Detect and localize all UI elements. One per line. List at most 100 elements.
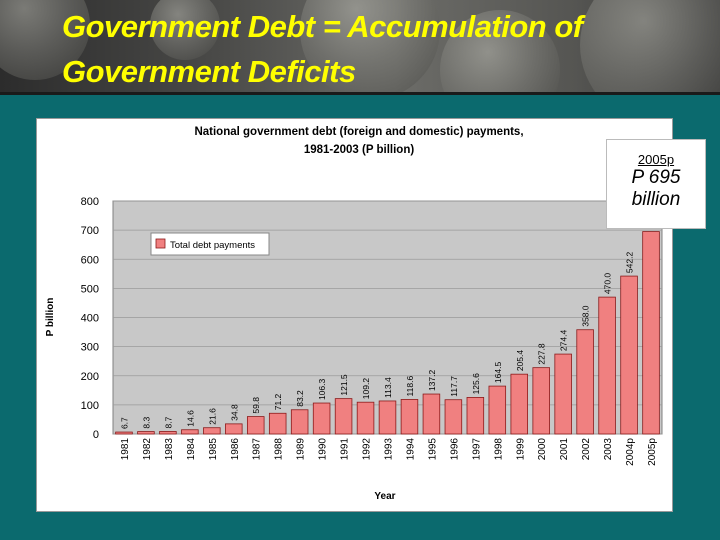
bar	[510, 373, 529, 435]
y-tick-label: 400	[81, 313, 99, 325]
bar	[620, 275, 638, 435]
slide-title-line1: Government Debt = Accumulation of	[62, 9, 583, 44]
bar	[334, 398, 353, 435]
bar	[181, 429, 199, 435]
data-label: 117.7	[449, 376, 459, 397]
bar	[159, 431, 177, 435]
data-label: 14.6	[185, 410, 195, 427]
data-label: 470.0	[603, 273, 613, 295]
data-label: 113.4	[383, 377, 393, 398]
bar	[488, 385, 507, 435]
banner-divider	[0, 92, 720, 95]
x-tick-label: 2002	[581, 438, 592, 461]
callout-year: 2005p	[637, 152, 675, 167]
bar	[268, 412, 287, 435]
data-label: 164.5	[493, 362, 503, 384]
chart-title-line2: 1981-2003 (P billion)	[304, 144, 415, 156]
y-tick-label: 700	[81, 225, 99, 237]
title-banner: Government Debt = Accumulation of Govern…	[0, 0, 720, 92]
x-tick-label: 2001	[559, 438, 570, 461]
legend-swatch	[155, 238, 166, 249]
x-tick-label: 1996	[449, 438, 460, 461]
x-tick-label: 1987	[252, 438, 263, 461]
bar	[246, 416, 265, 435]
slide-title: Government Debt = Accumulation of Govern…	[62, 4, 583, 92]
x-tick-label: 1992	[362, 438, 373, 461]
y-tick-label: 600	[81, 254, 99, 266]
data-label: 59.8	[251, 397, 261, 414]
bar	[115, 431, 133, 435]
callout-amount-line1: P 695	[631, 167, 681, 188]
y-tick-label: 500	[81, 283, 99, 295]
bar	[444, 399, 463, 435]
data-label: 227.8	[537, 343, 547, 365]
x-tick-label: 1988	[274, 438, 285, 461]
x-tick-label: 1986	[230, 438, 241, 461]
x-tick-label: 2003	[603, 438, 614, 461]
x-tick-label: 1997	[471, 438, 482, 461]
bar	[312, 402, 331, 435]
x-axis-label: Year	[374, 491, 395, 502]
bar	[137, 431, 155, 435]
chart-panel: National government debt (foreign and do…	[36, 118, 673, 512]
bar	[554, 353, 572, 435]
bar	[203, 427, 221, 435]
plot-area: 0 100 200 300 400 500 600 700 800 6.7 1981 8.3 1982 8…	[81, 196, 663, 466]
chart-title-line1: National government debt (foreign and do…	[194, 126, 523, 138]
x-tick-label: 1995	[427, 438, 438, 461]
x-tick-label: 1982	[142, 438, 153, 461]
data-label: 358.0	[581, 305, 591, 327]
x-tick-label: 2004p	[625, 438, 636, 466]
data-label: 34.8	[229, 404, 239, 421]
data-label: 118.6	[405, 376, 415, 397]
y-tick-label: 200	[81, 371, 99, 383]
bar	[576, 329, 594, 435]
y-tick-label: 100	[81, 400, 99, 412]
bar	[532, 367, 550, 435]
x-tick-label: 1993	[384, 438, 395, 461]
data-label: 21.6	[207, 408, 217, 425]
y-tick-label: 0	[93, 429, 99, 441]
bar	[422, 393, 441, 435]
x-tick-label: 2000	[537, 438, 548, 461]
x-tick-label: 1990	[318, 438, 329, 461]
x-tick-label: 1991	[340, 438, 351, 461]
data-label: 542.2	[625, 252, 635, 274]
slide-title-line2: Government Deficits	[62, 54, 356, 89]
data-label: 121.5	[339, 374, 349, 396]
data-label: 106.3	[317, 378, 327, 400]
callout-amount-line2: billion	[631, 189, 681, 210]
x-tick-label: 1994	[405, 438, 416, 461]
x-tick-label: 1989	[296, 438, 307, 461]
data-label: 205.4	[515, 350, 525, 372]
data-label: 6.7	[119, 417, 129, 429]
x-tick-label: 1999	[515, 438, 526, 461]
x-tick-label: 1998	[493, 438, 504, 461]
bar	[642, 231, 660, 435]
x-tick-label: 1984	[186, 438, 197, 461]
y-axis-label: P billion	[45, 298, 56, 337]
y-tick-label: 800	[81, 196, 99, 208]
bar-chart: National government debt (foreign and do…	[45, 126, 663, 502]
bar	[466, 397, 485, 435]
x-tick-label: 1981	[120, 438, 131, 461]
legend-box	[150, 232, 270, 256]
x-tick-label: 2005p	[647, 438, 658, 466]
bar	[378, 400, 397, 435]
x-tick-label: 1985	[208, 438, 219, 461]
data-label: 83.2	[295, 390, 305, 407]
data-label: 137.2	[427, 369, 437, 391]
data-label: 8.3	[141, 416, 151, 428]
debt-callout: 2005p P 695 billion	[606, 139, 706, 229]
data-label: 109.2	[361, 378, 371, 400]
bar	[225, 423, 243, 435]
coin-decoration	[150, 0, 220, 60]
data-label: 71.2	[273, 393, 283, 410]
x-tick-label: 1983	[164, 438, 175, 461]
coin-decoration	[300, 0, 440, 92]
bar	[356, 401, 375, 435]
data-label: 125.6	[471, 373, 481, 395]
legend: Total debt payments	[150, 232, 270, 256]
data-label: 8.7	[163, 416, 173, 428]
coin-decoration	[580, 0, 720, 92]
